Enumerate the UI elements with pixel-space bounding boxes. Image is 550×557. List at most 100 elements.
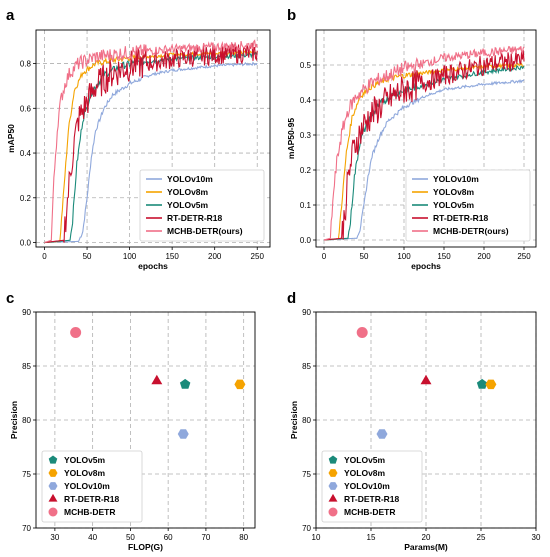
x-tick-label: 20	[422, 533, 431, 542]
x-tick-label: 60	[164, 533, 173, 542]
panel-label: b	[287, 7, 296, 24]
y-tick-label: 0.0	[300, 236, 312, 245]
x-tick-label: 15	[367, 533, 376, 542]
x-tick-label: 0	[42, 252, 47, 261]
series-group	[323, 45, 525, 241]
x-tick-label: 70	[201, 533, 210, 542]
legend-marker	[48, 455, 58, 464]
x-tick-label: 30	[50, 533, 59, 542]
legend-label: YOLOv10m	[344, 481, 390, 491]
x-tick-label: 50	[126, 533, 135, 542]
y-tick-label: 80	[22, 416, 31, 425]
panel-label: a	[6, 7, 15, 24]
panel-b: b 0 50 100 150 200 250 0.0 0.1 0.2 0.3 0.4 0.5 epochs…	[286, 7, 537, 271]
y-tick-label: 0.2	[300, 166, 312, 175]
x-axis-label: epochs	[411, 261, 441, 271]
y-tick-label: 85	[302, 362, 311, 371]
y-axis-label: Precision	[9, 401, 19, 439]
legend: YOLOv5m YOLOv8m YOLOv10m RT-DETR-R18 MCHB-DE…	[41, 450, 143, 523]
legend-marker	[328, 507, 338, 517]
legend-marker	[328, 469, 338, 477]
x-tick-label: 250	[517, 252, 531, 261]
y-axis-label: mAP50-95	[286, 118, 296, 159]
y-axis-label: Precision	[289, 401, 299, 439]
series-line-rt-detr-r18	[323, 50, 525, 241]
x-tick-label: 100	[123, 252, 137, 261]
plot-frame	[315, 311, 537, 529]
y-tick-label: 0.4	[300, 96, 312, 105]
legend-label: RT-DETR-R18	[167, 213, 223, 223]
point-mchb-detr	[356, 327, 368, 339]
panel-a: a 0 50 100 150 200 250 0.0 0.2 0.4 0.6 0.8 epochs mAP…	[6, 7, 271, 271]
y-tick-label: 0.6	[20, 104, 32, 113]
legend-label: YOLOv10m	[64, 481, 110, 491]
x-tick-label: 80	[239, 533, 248, 542]
plot-frame	[35, 311, 256, 529]
panel-c: c 30 40 50 60 70 80 70 75 80 85 90 FLOP(G) Precision Y…	[6, 290, 256, 552]
point-yolov5m	[476, 378, 488, 389]
legend-box	[139, 169, 265, 242]
y-tick-label: 0.1	[300, 201, 312, 210]
series-line-yolov10m	[44, 61, 258, 244]
y-axis-label: mAP50	[6, 124, 16, 153]
legend-label: YOLOv10m	[167, 174, 213, 184]
y-tick-label: 0.3	[300, 131, 312, 140]
x-tick-label: 0	[322, 252, 327, 261]
point-yolov5m	[179, 378, 191, 389]
series-group	[44, 39, 258, 244]
legend-box	[41, 450, 143, 523]
legend: YOLOv10m YOLOv8m YOLOv5m RT-DETR-R18 MCHB-DE…	[139, 169, 265, 242]
y-tick-label: 90	[302, 308, 311, 317]
legend-box	[405, 169, 531, 242]
x-tick-label: 50	[83, 252, 92, 261]
y-tick-label: 0.0	[20, 239, 32, 248]
y-tick-label: 75	[22, 470, 31, 479]
y-tick-label: 70	[22, 524, 31, 533]
x-tick-label: 50	[360, 252, 369, 261]
point-rt-detr-r18	[151, 374, 163, 385]
point-mchb-detr	[70, 327, 82, 339]
legend-label: RT-DETR-R18	[344, 494, 400, 504]
panel-d: d 10 15 20 25 30 70 75 80 85 90 Params(M) Precision Y…	[287, 290, 541, 552]
legend-label: YOLOv5m	[167, 200, 209, 210]
y-tick-label: 90	[22, 308, 31, 317]
legend-label: MCHB-DETR(ours)	[433, 226, 509, 236]
legend-marker	[48, 482, 58, 490]
x-tick-label: 10	[312, 533, 321, 542]
legend-label: YOLOv5m	[433, 200, 475, 210]
plot-frame	[35, 29, 271, 248]
legend-label: RT-DETR-R18	[64, 494, 120, 504]
legend-marker	[328, 455, 338, 464]
x-tick-label: 30	[532, 533, 541, 542]
point-yolov10m	[376, 429, 388, 439]
x-axis-label: epochs	[138, 261, 168, 271]
y-tick-label: 0.5	[300, 61, 312, 70]
y-tick-label: 75	[302, 470, 311, 479]
x-axis-label: FLOP(G)	[128, 542, 163, 552]
legend-marker	[48, 493, 58, 502]
y-tick-label: 0.2	[20, 194, 32, 203]
point-yolov10m	[177, 429, 189, 439]
x-axis-label: Params(M)	[404, 542, 448, 552]
plot-frame	[315, 29, 537, 248]
legend-label: YOLOv8m	[433, 187, 475, 197]
point-rt-detr-r18	[420, 374, 432, 385]
y-tick-label: 80	[302, 416, 311, 425]
x-tick-label: 200	[208, 252, 222, 261]
y-tick-label: 85	[22, 362, 31, 371]
x-tick-label: 200	[477, 252, 491, 261]
series-line-yolov10m	[323, 79, 525, 241]
x-tick-label: 150	[165, 252, 179, 261]
legend-label: YOLOv5m	[344, 455, 386, 465]
x-tick-label: 150	[437, 252, 451, 261]
legend-label: YOLOv5m	[64, 455, 106, 465]
legend-label: MCHB-DETR	[344, 507, 395, 517]
legend-label: RT-DETR-R18	[433, 213, 489, 223]
series-line-rt-detr-r18	[44, 42, 258, 244]
series-line-mchb-detr-ours-	[323, 45, 525, 241]
y-tick-label: 0.4	[20, 149, 32, 158]
legend-label: YOLOv8m	[344, 468, 386, 478]
x-tick-label: 100	[397, 252, 411, 261]
panel-label: c	[6, 290, 14, 307]
